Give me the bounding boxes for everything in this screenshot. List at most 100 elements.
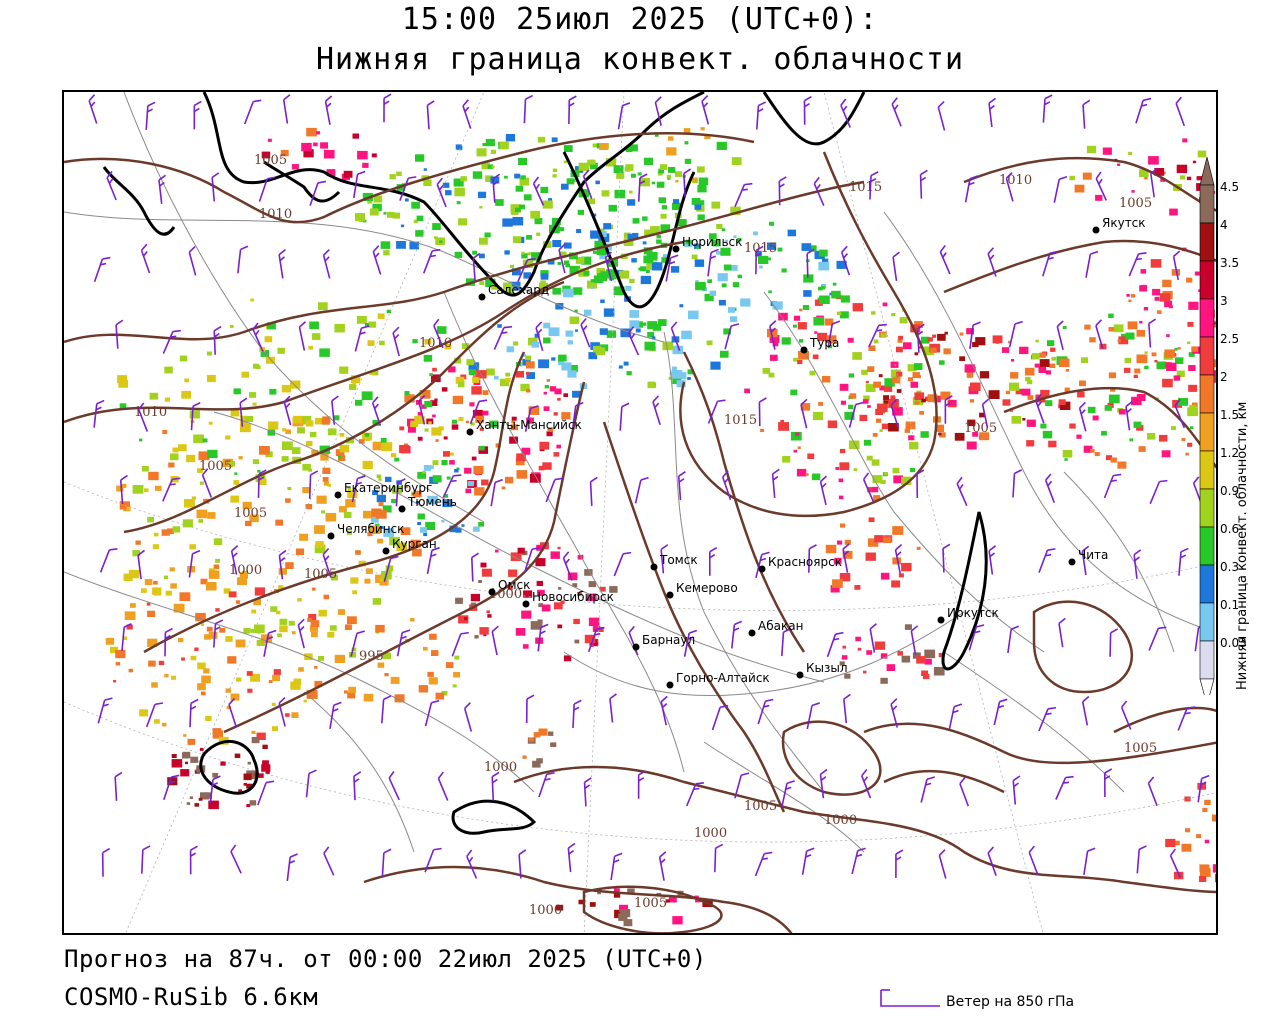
cloud-cell (865, 380, 869, 384)
cloud-cell (441, 690, 448, 696)
cloud-cell (118, 380, 128, 388)
cloud-cell (949, 399, 957, 406)
cloud-cell (808, 245, 817, 252)
cloud-cell (886, 664, 896, 671)
colorbar-tick-label: 1.2 (1220, 446, 1239, 460)
cloud-cell (291, 712, 299, 718)
cloud-cell (638, 267, 642, 271)
wind-barb (1042, 250, 1058, 277)
cloud-cell (740, 298, 751, 307)
cloud-cell (149, 392, 159, 400)
wind-barb (758, 397, 767, 427)
cloud-cell (873, 381, 881, 388)
cloud-cell (215, 608, 220, 612)
cloud-cell (510, 552, 522, 562)
cloud-cell (861, 369, 868, 375)
cloud-cell (387, 211, 395, 218)
cloud-cell (1188, 384, 1198, 392)
cloud-cell (642, 322, 647, 326)
cloud-cell (282, 428, 287, 432)
cloud-cell (246, 770, 258, 780)
cloud-cell (937, 333, 946, 341)
cloud-cell (866, 650, 873, 655)
colorbar-swatch (1199, 298, 1215, 338)
wind-barb (665, 254, 679, 282)
cloud-cell (1042, 430, 1053, 439)
colorbar-swatches (1199, 156, 1215, 695)
cloud-cell (803, 274, 814, 283)
wind-barb (106, 170, 117, 201)
cloud-cell (830, 585, 840, 593)
cloud-cell (376, 474, 382, 479)
cloud-cell (769, 335, 780, 343)
cloud-cell (647, 381, 656, 389)
cloud-cell (314, 666, 318, 669)
city-marker (466, 428, 474, 436)
cloud-cell (152, 544, 160, 550)
cloud-cell (389, 536, 400, 546)
cloud-cell (868, 517, 875, 523)
wind-barb (724, 323, 740, 350)
cloud-cell (848, 404, 854, 409)
cloud-cell (652, 262, 663, 271)
cloud-cell (603, 223, 612, 230)
cloud-cell (423, 533, 428, 537)
cloud-cell (469, 402, 475, 407)
cloud-cell (194, 647, 199, 651)
cloud-cell (685, 239, 692, 245)
cloud-cell (380, 241, 391, 249)
isobar-label: 1005 (234, 506, 267, 521)
cloud-cell (979, 412, 985, 418)
cloud-cell (943, 348, 951, 355)
cloud-cell (914, 352, 919, 356)
cloud-cell (867, 366, 875, 372)
wind-barb (1053, 175, 1068, 203)
wind-barb (239, 397, 248, 427)
cloud-cell (588, 617, 600, 626)
cloud-cell (967, 419, 976, 427)
cloud-cell (656, 239, 662, 244)
cloud-cell (880, 677, 888, 684)
colorbar-swatch (1199, 336, 1215, 376)
cloud-cell (254, 624, 265, 633)
cloud-cell (1084, 324, 1091, 330)
cloud-cell (472, 409, 483, 418)
isobar-lines-layer (64, 132, 1216, 933)
cloud-cell (1010, 372, 1019, 379)
wind-barb (587, 626, 605, 653)
cloud-cell (455, 527, 462, 533)
cities-layer: ЯкутскНорильскСалехардТураХанты-Мансийск… (327, 216, 1146, 689)
cloud-cell (1086, 145, 1097, 154)
cloud-cell (246, 671, 253, 676)
cloud-cell (250, 298, 255, 302)
cloud-cell (694, 204, 702, 210)
cloud-cell (908, 435, 915, 441)
wind-barb (323, 846, 335, 876)
cloud-cell (1117, 339, 1121, 343)
isobar-label: 1005 (1119, 196, 1152, 211)
cloud-cell (394, 457, 400, 462)
wind-barb (1095, 319, 1104, 349)
cloud-cell (200, 623, 205, 626)
cloud-cell (1154, 359, 1158, 363)
wind-barb (257, 469, 267, 498)
cloud-cell (626, 371, 632, 376)
cloud-cell (979, 371, 990, 379)
cloud-cell (520, 175, 526, 180)
wind-barb (188, 245, 197, 276)
cloud-cell (334, 324, 345, 333)
cloud-cell (1165, 838, 1176, 848)
cloud-cell (697, 200, 705, 206)
cloud-cell (179, 592, 191, 601)
cloud-cell (198, 451, 210, 461)
cloud-cell (1164, 349, 1175, 358)
cloud-cell (505, 286, 514, 293)
cloud-cell (646, 261, 657, 270)
cloud-cell (1197, 782, 1206, 790)
cloud-cell (1161, 450, 1171, 458)
cloud-cell (730, 206, 741, 215)
cloud-cell (185, 761, 188, 765)
cloud-cell (609, 586, 618, 593)
wind-barb (910, 625, 919, 655)
cloud-cell (798, 339, 804, 343)
